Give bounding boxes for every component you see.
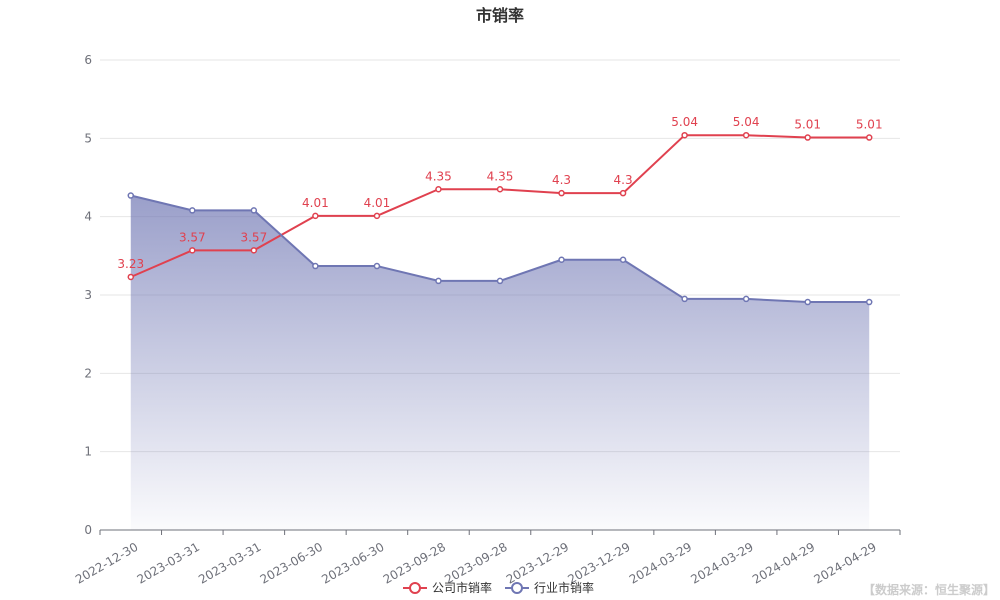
chart-title: 市销率 — [476, 6, 524, 25]
x-tick-label: 2023-12-29 — [565, 540, 632, 587]
company-data-point[interactable] — [435, 186, 442, 193]
industry-data-point[interactable] — [619, 256, 627, 263]
x-tick-label: 2023-06-30 — [319, 540, 386, 587]
point-layer — [127, 131, 873, 306]
company-data-point[interactable] — [804, 134, 811, 141]
industry-data-point[interactable] — [804, 298, 811, 306]
industry-data-point[interactable] — [127, 192, 135, 199]
y-tick-label: 3 — [84, 288, 92, 302]
industry-data-point[interactable] — [250, 207, 258, 214]
y-tick-label: 5 — [84, 131, 92, 145]
x-tick-label: 2023-12-29 — [504, 540, 571, 587]
x-tick-label: 2023-09-28 — [381, 540, 448, 587]
company-data-label: 5.01 — [856, 118, 883, 132]
industry-data-point[interactable] — [312, 262, 319, 270]
company-data-label: 4.01 — [302, 196, 329, 210]
company-data-point[interactable] — [127, 273, 135, 281]
legend-item-company[interactable]: 公司市销率 — [403, 580, 492, 595]
company-data-label: 4.01 — [364, 196, 391, 210]
y-tick-label: 2 — [84, 366, 92, 380]
industry-data-point[interactable] — [681, 295, 688, 303]
company-data-point[interactable] — [865, 134, 873, 141]
x-tick-label: 2023-09-28 — [442, 540, 509, 587]
company-data-label: 3.23 — [117, 257, 144, 271]
label-layer: 3.23 3.57 3.57 4.01 4.01 4.35 4.35 4.3 4.3 5.04 5.… — [117, 115, 882, 271]
legend-marker-icon — [409, 582, 421, 594]
legend[interactable]: 公司市销率 行业市销率 — [403, 580, 594, 595]
company-data-label: 5.04 — [733, 115, 760, 129]
legend-label: 公司市销率 — [432, 580, 492, 595]
legend-item-industry[interactable]: 行业市销率 — [505, 580, 594, 595]
industry-data-point[interactable] — [496, 277, 504, 285]
y-tick-label: 0 — [84, 523, 92, 537]
x-tick-label: 2024-03-29 — [627, 540, 694, 587]
company-data-point[interactable] — [742, 131, 750, 139]
industry-data-point[interactable] — [373, 262, 381, 270]
company-data-label: 4.35 — [487, 169, 514, 183]
legend-marker-icon — [511, 582, 523, 594]
y-tick-label: 6 — [84, 53, 92, 67]
company-data-point[interactable] — [681, 131, 688, 139]
x-tick-label: 2022-12-30 — [73, 540, 140, 587]
industry-data-point[interactable] — [189, 207, 196, 214]
company-data-label: 3.57 — [179, 230, 206, 244]
company-data-point[interactable] — [250, 247, 258, 254]
x-tick-label: 2024-04-29 — [750, 540, 817, 587]
company-data-label: 3.57 — [240, 230, 267, 244]
company-data-label: 5.04 — [671, 115, 698, 129]
industry-data-point[interactable] — [742, 295, 750, 303]
company-data-point[interactable] — [558, 189, 565, 197]
y-tick-label: 1 — [84, 445, 92, 459]
x-tick-label: 2023-03-31 — [196, 540, 263, 587]
company-data-point[interactable] — [496, 186, 504, 193]
company-data-label: 5.01 — [794, 118, 821, 132]
company-data-label: 4.3 — [552, 173, 571, 187]
legend-label: 行业市销率 — [534, 580, 594, 595]
company-data-label: 4.35 — [425, 169, 452, 183]
area-layer — [130, 195, 870, 530]
x-tick-label: 2023-03-31 — [135, 540, 202, 587]
industry-area-fill — [130, 195, 870, 530]
x-tick-label: 2024-04-29 — [812, 540, 879, 587]
company-data-label: 4.3 — [614, 173, 633, 187]
company-data-point[interactable] — [312, 212, 319, 220]
x-tick-label: 2024-03-29 — [688, 540, 755, 587]
company-data-point[interactable] — [373, 212, 381, 220]
industry-data-point[interactable] — [558, 256, 565, 263]
industry-data-point[interactable] — [865, 298, 873, 306]
x-tick-label: 2023-06-30 — [258, 540, 325, 587]
industry-data-point[interactable] — [435, 277, 442, 285]
y-tick-label: 4 — [84, 210, 92, 224]
data-source-note: 【数据来源：恒生聚源】 — [863, 582, 995, 597]
company-data-point[interactable] — [189, 247, 196, 254]
company-data-point[interactable] — [619, 189, 627, 197]
